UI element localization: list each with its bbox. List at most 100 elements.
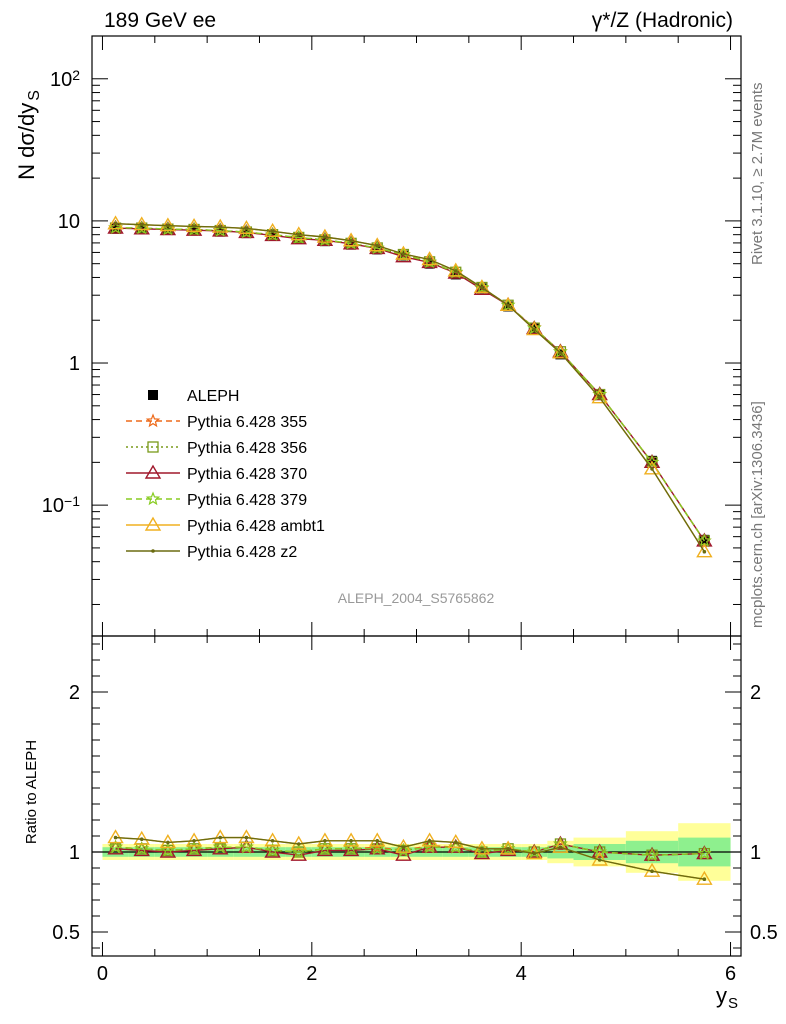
rivet-version-label: Rivet 3.1.10, ≥ 2.7M events bbox=[749, 83, 766, 266]
point-z2 bbox=[702, 549, 707, 554]
x-axis-label: yS bbox=[716, 983, 738, 1012]
ratio-point-z2 bbox=[270, 839, 275, 843]
ratio-point-z2 bbox=[532, 851, 537, 856]
legend-item-p379: Pythia 6.428 379 bbox=[126, 491, 307, 509]
y-tick-label-power: 102 bbox=[50, 66, 80, 90]
legend-label: ALEPH bbox=[187, 388, 239, 405]
point-ambt1 bbox=[499, 296, 517, 311]
ratio-point-p379 bbox=[134, 841, 149, 856]
mcplots-label: mcplots.cern.ch [arXiv:1306.3436] bbox=[749, 401, 766, 628]
point-z2 bbox=[401, 252, 406, 256]
point-z2 bbox=[597, 395, 602, 400]
point-z2 bbox=[113, 221, 118, 226]
ratio-point-p379 bbox=[448, 839, 464, 854]
point-z2 bbox=[375, 243, 380, 248]
ratio-point-p379 bbox=[500, 841, 516, 856]
legend-marker bbox=[145, 413, 161, 428]
ratio-panel-frame bbox=[91, 635, 742, 957]
ratio-y-axis-label: Ratio to ALEPH bbox=[23, 740, 40, 844]
legend-marker bbox=[145, 491, 161, 506]
legend-label: Pythia 6.428 z2 bbox=[187, 544, 297, 561]
point-ambt1 bbox=[473, 279, 491, 294]
point-z2 bbox=[244, 226, 249, 231]
main-y-axis-label-text: N dσ/dy bbox=[14, 103, 39, 180]
legend-marker bbox=[148, 390, 158, 400]
ratio-point-z2 bbox=[453, 840, 458, 845]
ratio-point-ambt1 bbox=[316, 832, 334, 847]
ratio-point-z2 bbox=[192, 839, 196, 843]
ratio-point-p370 bbox=[369, 840, 386, 855]
point-z2 bbox=[558, 351, 563, 355]
ratio-line-p355 bbox=[115, 843, 705, 856]
x-tick-label: 2 bbox=[306, 963, 317, 985]
ratio-point-ambt1 bbox=[369, 832, 386, 847]
ratio-point-p370 bbox=[447, 838, 464, 853]
ratio-point-p379 bbox=[186, 841, 202, 856]
point-ambt1 bbox=[643, 460, 661, 475]
legend-label: Pythia 6.428 ambt1 bbox=[187, 518, 325, 535]
y-tick-label-power: 10−1 bbox=[42, 493, 80, 517]
ratio-point-ambt1 bbox=[421, 832, 438, 847]
ratio-y-tick-label-right: 0.5 bbox=[750, 922, 778, 944]
legend-label: Pythia 6.428 355 bbox=[187, 414, 307, 431]
ratio-point-ambt1 bbox=[552, 838, 569, 853]
ratio-point-z2 bbox=[401, 845, 406, 849]
ratio-y-tick-label-right: 2 bbox=[750, 682, 761, 704]
ratio-point-p379 bbox=[212, 839, 228, 854]
point-aleph bbox=[424, 258, 435, 269]
main-panel-series bbox=[107, 215, 713, 558]
series-z2 bbox=[113, 221, 707, 554]
point-z2 bbox=[650, 467, 654, 471]
ratio-point-z2 bbox=[323, 839, 327, 843]
legend-item-z2: Pythia 6.428 z2 bbox=[126, 544, 297, 561]
y-tick-label-exponent: −1 bbox=[64, 493, 80, 509]
main-y-axis-label: N dσ/dy S bbox=[14, 90, 43, 180]
ratio-y-tick-label-right: 1 bbox=[750, 842, 761, 864]
point-z2 bbox=[296, 232, 301, 237]
ratio-point-p370 bbox=[643, 846, 661, 861]
ratio-point-p379 bbox=[317, 841, 333, 856]
point-ambt1 bbox=[159, 217, 177, 232]
ratio-point-z2 bbox=[166, 840, 170, 845]
ratio-point-z2 bbox=[558, 845, 563, 849]
legend: ALEPH Pythia 6.428 355 Pythia 6.428 356 Pyt… bbox=[126, 388, 325, 561]
legend-label: Pythia 6.428 370 bbox=[187, 466, 307, 483]
y-tick-label: 10 bbox=[58, 211, 80, 233]
legend-item-ambt1: Pythia 6.428 ambt1 bbox=[126, 516, 325, 535]
ratio-point-ambt1 bbox=[212, 829, 229, 844]
point-z2 bbox=[270, 229, 275, 234]
ratio-point-z2 bbox=[650, 869, 654, 873]
point-z2 bbox=[506, 303, 510, 308]
y-tick-label-exponent: 2 bbox=[72, 66, 80, 82]
ratio-point-p379 bbox=[644, 847, 660, 862]
ratio-point-ambt1 bbox=[342, 832, 360, 847]
point-aleph bbox=[372, 244, 383, 255]
x-tick-label: 0 bbox=[97, 963, 108, 985]
point-z2 bbox=[532, 327, 537, 332]
ratio-point-p379 bbox=[697, 845, 712, 860]
legend-marker bbox=[144, 464, 162, 479]
ratio-point-z2 bbox=[427, 839, 432, 843]
ratio-panel-series bbox=[107, 829, 713, 885]
legend-label: Pythia 6.428 379 bbox=[187, 492, 307, 509]
legend-item-p356: Pythia 6.428 356 bbox=[126, 440, 307, 457]
y-tick-label-base: 10 bbox=[42, 495, 64, 517]
legend-marker bbox=[147, 441, 159, 453]
ratio-point-ambt1 bbox=[238, 829, 255, 844]
y-tick-label-base: 10 bbox=[50, 69, 72, 91]
point-z2 bbox=[453, 269, 458, 273]
ratio-point-z2 bbox=[480, 847, 484, 851]
ratio-point-z2 bbox=[375, 839, 380, 843]
ratio-y-tick-label-left: 1 bbox=[69, 842, 80, 864]
point-z2 bbox=[480, 285, 484, 290]
point-z2 bbox=[139, 222, 144, 227]
ratio-point-p370 bbox=[290, 846, 307, 861]
point-z2 bbox=[192, 224, 196, 229]
ratio-point-z2 bbox=[296, 842, 301, 846]
ratio-point-z2 bbox=[139, 837, 144, 841]
ratio-point-p379 bbox=[160, 842, 176, 857]
ratio-panel-axis-ticks bbox=[92, 636, 741, 956]
legend-label: Pythia 6.428 356 bbox=[187, 440, 307, 457]
point-p370 bbox=[473, 280, 491, 296]
ratio-y-tick-label-left: 2 bbox=[69, 682, 80, 704]
